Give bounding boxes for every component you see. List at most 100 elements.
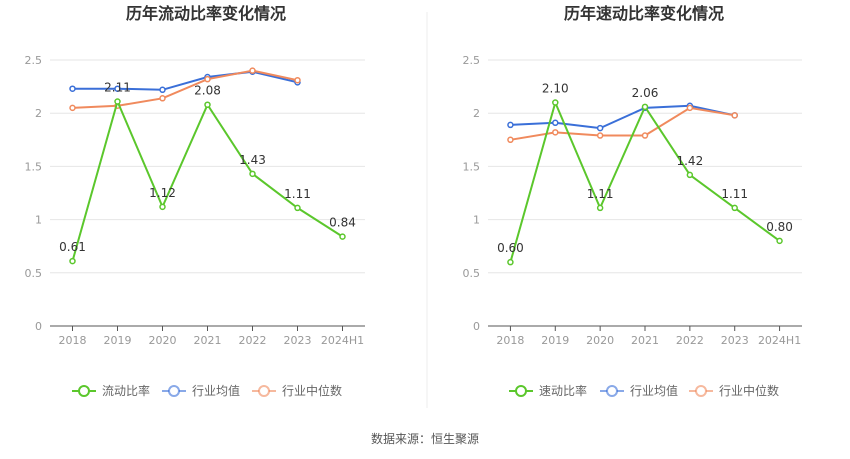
current-ratio-industry-median-series-point[interactable]: [69, 104, 76, 112]
quick-ratio-main-series-point[interactable]: [731, 204, 738, 212]
current-ratio-legend-label: 行业中位数: [282, 383, 342, 398]
quick-ratio-data-label: 2.10: [542, 82, 569, 96]
current-ratio-industry-mean-series-line: [72, 70, 298, 91]
current-ratio-x-tick-label: 2023: [284, 334, 312, 347]
quick-ratio-chart: 历年速动比率变化情况 0 0.5 1 1.5 2 2.5 2018 2019 2020 2021 20…: [463, 4, 802, 398]
current-ratio-y-tick-label: 1.5: [25, 160, 43, 173]
quick-ratio-main-series-point[interactable]: [552, 99, 559, 106]
current-ratio-legend-marker-icon: [168, 385, 180, 397]
current-ratio-main-series-point[interactable]: [204, 101, 211, 108]
quick-ratio-industry-median-series-line: [510, 106, 735, 141]
quick-ratio-industry-median-series-point[interactable]: [686, 104, 694, 112]
quick-ratio-legend-main[interactable]: 速动比率: [509, 383, 587, 398]
quick-ratio-data-label: 1.42: [676, 154, 703, 168]
source-note: 数据来源：恒生聚源: [371, 431, 479, 446]
quick-ratio-industry-mean-series-point[interactable]: [507, 121, 514, 129]
quick-ratio-industry-mean-series-point[interactable]: [596, 124, 604, 132]
quick-ratio-legend-label: 行业中位数: [719, 383, 779, 398]
current-ratio-legend-main[interactable]: 流动比率: [72, 383, 150, 398]
quick-ratio-industry-median-series-point[interactable]: [552, 129, 559, 136]
quick-ratio-y-tick-label: 2.5: [463, 54, 481, 67]
current-ratio-industry-mean-series-point[interactable]: [114, 85, 121, 92]
quick-ratio-legend-marker-icon: [695, 385, 707, 397]
current-ratio-legend-marker-icon: [258, 385, 270, 397]
current-ratio-x-tick-label: 2024H1: [321, 334, 364, 347]
current-ratio-y-tick-label: 2: [35, 107, 42, 120]
quick-ratio-data-label: 0.80: [766, 220, 793, 234]
quick-ratio-y-tick-label: 1: [473, 214, 480, 227]
current-ratio-industry-median-series-point[interactable]: [294, 76, 301, 84]
current-ratio-legend-label: 流动比率: [102, 383, 150, 398]
current-ratio-legend-label: 行业均值: [192, 383, 240, 398]
quick-ratio-legend-label: 行业均值: [630, 383, 678, 398]
current-ratio-main-series-point[interactable]: [249, 170, 256, 178]
quick-ratio-data-label: 1.11: [721, 187, 748, 201]
current-ratio-legend-industry-mean[interactable]: 行业均值: [162, 383, 240, 398]
current-ratio-legend-industry-median[interactable]: 行业中位数: [252, 383, 342, 398]
quick-ratio-legend-marker-icon: [515, 385, 527, 397]
current-ratio-industry-mean-series-point[interactable]: [69, 85, 76, 92]
quick-ratio-x-tick-label: 2020: [586, 334, 614, 347]
quick-ratio-x-tick-label: 2021: [631, 334, 659, 347]
current-ratio-data-label: 2.08: [194, 84, 221, 98]
current-ratio-industry-median-series-point[interactable]: [249, 67, 256, 74]
current-ratio-data-label: 0.84: [329, 216, 356, 230]
quick-ratio-industry-mean-series-point[interactable]: [552, 119, 559, 127]
quick-ratio-legend-industry-mean[interactable]: 行业均值: [600, 383, 678, 398]
quick-ratio-main-series-point[interactable]: [686, 171, 694, 179]
current-ratio-legend-marker-icon: [78, 385, 90, 397]
current-ratio-y-tick-label: 0.5: [25, 267, 43, 280]
quick-ratio-x-tick-label: 2019: [541, 334, 569, 347]
quick-ratio-data-label: 2.06: [632, 86, 659, 100]
quick-ratio-main-series-point[interactable]: [776, 237, 783, 245]
current-ratio-y-tick-label: 0: [35, 320, 42, 333]
current-ratio-industry-mean-series-point[interactable]: [159, 86, 166, 94]
quick-ratio-data-label: 1.11: [587, 187, 614, 201]
quick-ratio-y-tick-label: 2: [473, 107, 480, 120]
quick-ratio-y-tick-label: 1.5: [463, 160, 481, 173]
current-ratio-data-label: 1.43: [239, 153, 266, 167]
current-ratio-main-series-line: [71, 98, 344, 262]
current-ratio-main-series-point[interactable]: [69, 257, 76, 265]
quick-ratio-x-tick-label: 2018: [496, 334, 524, 347]
quick-ratio-main-series-point[interactable]: [596, 204, 604, 212]
quick-ratio-y-tick-label: 0.5: [463, 267, 481, 280]
quick-ratio-industry-median-series-point[interactable]: [731, 112, 738, 119]
current-ratio-industry-median-series-point[interactable]: [159, 95, 166, 102]
current-ratio-chart: 历年流动比率变化情况 0 0.5 1 1.5 2 2.5 2018 2019 2020 2021 20…: [25, 4, 365, 398]
quick-ratio-x-tick-label: 2023: [721, 334, 749, 347]
quick-ratio-legend-industry-median[interactable]: 行业中位数: [689, 383, 779, 398]
quick-ratio-legend-marker-icon: [606, 385, 618, 397]
current-ratio-industry-median-series-line: [72, 69, 298, 109]
current-ratio-main-series-point[interactable]: [159, 203, 166, 211]
quick-ratio-main-series-line: [509, 99, 781, 263]
current-ratio-data-label: 0.61: [59, 240, 86, 254]
current-ratio-x-tick-label: 2019: [104, 334, 132, 347]
quick-ratio-industry-mean-series-line: [510, 104, 735, 130]
current-ratio-industry-median-series-point[interactable]: [204, 75, 211, 83]
current-ratio-data-label: 1.12: [149, 186, 176, 200]
quick-ratio-industry-median-series-point[interactable]: [507, 136, 514, 144]
current-ratio-main-series-point[interactable]: [114, 98, 121, 105]
current-ratio-x-tick-label: 2018: [59, 334, 87, 347]
quick-ratio-main-series-point[interactable]: [641, 103, 649, 111]
current-ratio-main-series-point[interactable]: [339, 233, 346, 240]
current-ratio-title: 历年流动比率变化情况: [126, 4, 286, 23]
quick-ratio-title: 历年速动比率变化情况: [564, 4, 724, 23]
quick-ratio-x-tick-label: 2022: [676, 334, 704, 347]
quick-ratio-y-tick-label: 0: [473, 320, 480, 333]
quick-ratio-main-series-point[interactable]: [507, 258, 514, 266]
current-ratio-x-tick-label: 2020: [149, 334, 177, 347]
quick-ratio-industry-median-series-point[interactable]: [641, 132, 649, 139]
quick-ratio-legend-label: 速动比率: [539, 383, 587, 398]
current-ratio-y-tick-label: 2.5: [25, 54, 43, 67]
current-ratio-x-tick-label: 2021: [194, 334, 222, 347]
quick-ratio-data-label: 0.60: [497, 241, 524, 255]
quick-ratio-industry-median-series-point[interactable]: [596, 132, 604, 139]
current-ratio-x-tick-label: 2022: [239, 334, 267, 347]
current-ratio-data-label: 1.11: [284, 187, 311, 201]
current-ratio-y-tick-label: 1: [35, 214, 42, 227]
quick-ratio-x-tick-label: 2024H1: [758, 334, 801, 347]
current-ratio-main-series-point[interactable]: [294, 204, 301, 212]
